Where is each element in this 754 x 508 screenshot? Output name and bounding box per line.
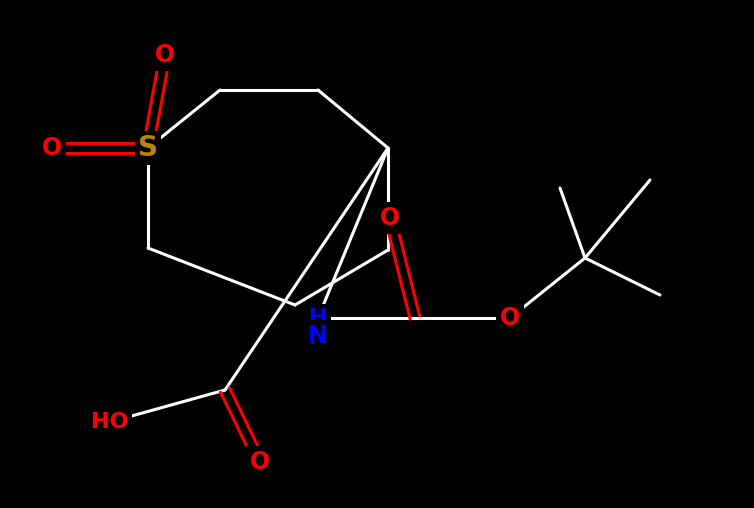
Text: H: H [308,308,327,328]
Text: S: S [138,134,158,162]
Text: HO: HO [91,412,129,432]
Text: N: N [308,324,328,348]
Text: O: O [155,43,175,67]
Text: O: O [380,206,400,230]
Text: O: O [42,136,62,160]
Text: O: O [250,450,270,474]
Text: O: O [500,306,520,330]
